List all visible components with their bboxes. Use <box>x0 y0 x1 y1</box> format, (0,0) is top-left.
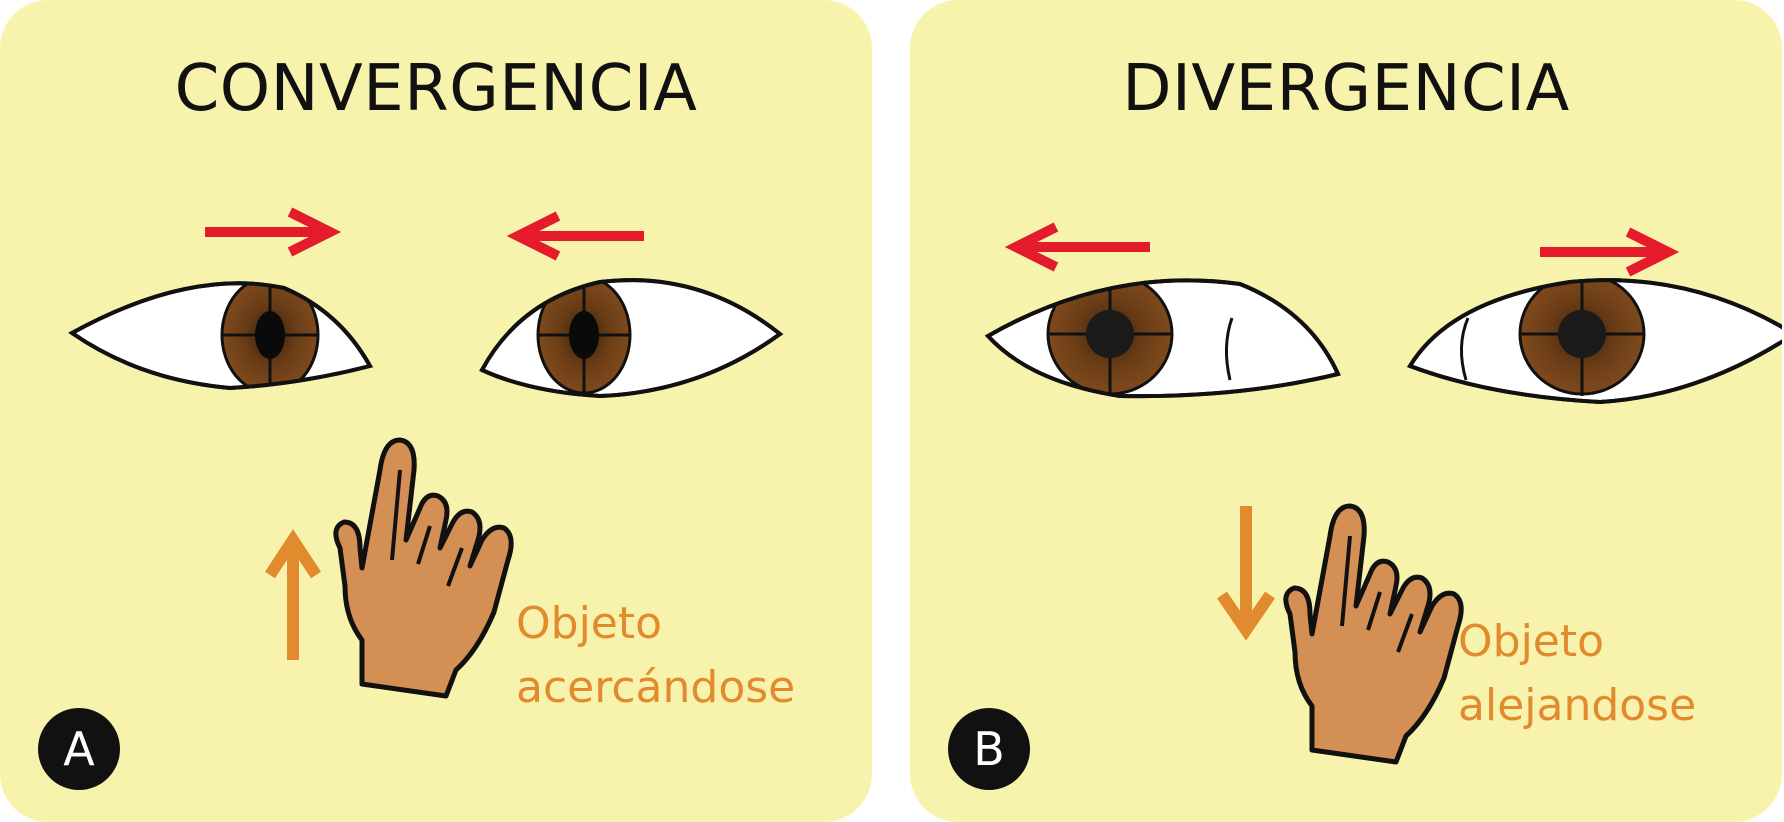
divergence-illustration <box>984 222 1782 765</box>
pointing-hand-icon <box>333 437 514 699</box>
eye-arrow-left <box>506 211 644 261</box>
convergence-illustration <box>68 207 784 699</box>
eye-icon <box>984 278 1341 399</box>
object-arrow-up <box>264 529 322 660</box>
caption-line-2: alejandose <box>1458 680 1697 731</box>
eye-icon <box>68 281 374 391</box>
panel-divergence: DIVERGENCIA <box>910 0 1782 822</box>
caption-line-2: acercándose <box>516 662 796 713</box>
caption-line-1: Objeto <box>1458 616 1605 667</box>
caption-line-1: Objeto <box>516 598 663 649</box>
pointing-hand-icon <box>1283 503 1464 765</box>
eye-arrow-left <box>1004 222 1150 272</box>
panel-title: CONVERGENCIA <box>174 52 698 126</box>
object-caption: Objeto alejandose <box>1458 610 1696 738</box>
panel-convergence: CONVERGENCIA <box>0 0 872 822</box>
eye-icon <box>479 278 784 399</box>
eye-icon <box>1407 278 1782 405</box>
object-caption: Objeto acercándose <box>516 592 795 720</box>
panel-badge: B <box>948 708 1030 790</box>
panel-title: DIVERGENCIA <box>1122 52 1570 126</box>
eye-arrow-right <box>1540 227 1680 277</box>
eye-arrow-right <box>205 207 342 257</box>
panel-badge: A <box>38 708 120 790</box>
object-arrow-down <box>1217 506 1275 641</box>
